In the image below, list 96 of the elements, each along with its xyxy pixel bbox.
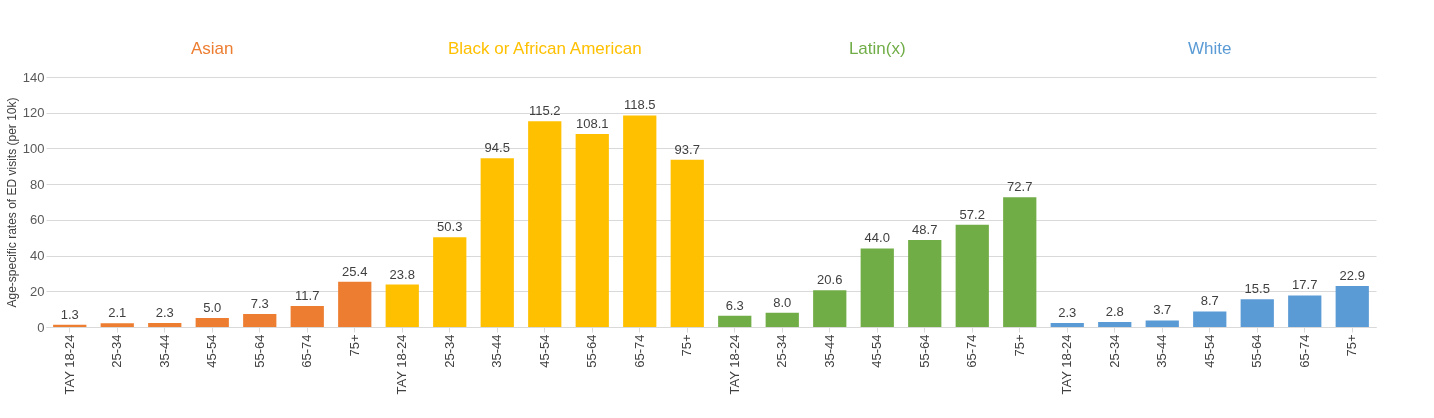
text: 11.7 bbox=[295, 288, 320, 304]
x-tick-label: 45-54 bbox=[536, 334, 552, 368]
bar bbox=[955, 224, 989, 327]
bar bbox=[718, 315, 752, 327]
text: 1.3 bbox=[60, 306, 79, 322]
bar bbox=[1003, 197, 1037, 327]
x-tick-label: TAY 18-24 bbox=[1059, 334, 1075, 395]
bar bbox=[1335, 286, 1369, 327]
x-tick-label: 25-34 bbox=[441, 334, 457, 368]
text: 72.7 bbox=[1007, 179, 1033, 195]
text: 5.0 bbox=[203, 300, 222, 316]
x-tick-label: 35-44 bbox=[489, 334, 505, 368]
bar bbox=[1193, 311, 1227, 327]
x-tick-label: 75+ bbox=[346, 334, 362, 357]
text: 23.8 bbox=[389, 266, 415, 282]
x-tick-label: 65-74 bbox=[299, 334, 315, 368]
bar bbox=[1240, 299, 1274, 327]
x-tick-label: 65-74 bbox=[964, 334, 980, 368]
text: Black or African American bbox=[447, 39, 642, 58]
text: 7.3 bbox=[250, 295, 269, 311]
text: 57.2 bbox=[959, 206, 985, 222]
bar bbox=[1098, 322, 1132, 327]
x-tick-label: 35-44 bbox=[821, 334, 837, 368]
y-tick-label: 100 bbox=[22, 140, 45, 156]
bar bbox=[100, 323, 134, 327]
bar bbox=[385, 284, 419, 327]
bar bbox=[480, 158, 514, 327]
bar bbox=[813, 290, 847, 327]
x-tick-label: 35-44 bbox=[156, 334, 172, 368]
x-tick-label: TAY 18-24 bbox=[61, 334, 77, 395]
text: 115.2 bbox=[528, 103, 561, 119]
text: 22.9 bbox=[1339, 268, 1365, 284]
x-tick-label: 75+ bbox=[1011, 334, 1027, 357]
text: 8.7 bbox=[1200, 293, 1219, 309]
bar bbox=[338, 281, 372, 327]
x-tick-label: 55-64 bbox=[584, 334, 600, 368]
text: 3.7 bbox=[1153, 302, 1172, 318]
x-tick-label: 65-74 bbox=[631, 334, 647, 368]
text: 15.5 bbox=[1244, 281, 1270, 297]
y-tick-label: 20 bbox=[30, 283, 45, 299]
x-tick-label: 65-74 bbox=[1296, 334, 1312, 368]
x-tick-label: 75+ bbox=[1344, 334, 1360, 357]
bar bbox=[1288, 295, 1322, 327]
x-tick-label: 75+ bbox=[679, 334, 695, 357]
bar bbox=[290, 306, 324, 327]
text: 2.1 bbox=[108, 305, 127, 321]
y-axis-title: Age-specific rates of ED visits (per 10k) bbox=[4, 97, 19, 308]
text: 2.3 bbox=[155, 304, 174, 320]
bar bbox=[528, 121, 562, 327]
text: 2.8 bbox=[1105, 304, 1124, 319]
text: 6.3 bbox=[725, 297, 744, 313]
bar bbox=[623, 115, 657, 327]
x-tick-label: 25-34 bbox=[774, 334, 790, 368]
text: 44.0 bbox=[864, 230, 890, 246]
y-tick-label: 140 bbox=[22, 69, 45, 85]
x-tick-label: 25-34 bbox=[1106, 334, 1122, 368]
text: 108.1 bbox=[575, 115, 609, 131]
y-tick-label: 60 bbox=[30, 212, 45, 228]
text: Latin(x) bbox=[848, 39, 906, 58]
x-tick-label: TAY 18-24 bbox=[394, 334, 410, 395]
bar bbox=[575, 133, 609, 327]
x-tick-label: 55-64 bbox=[251, 334, 267, 368]
bar bbox=[908, 240, 942, 327]
x-tick-label: 45-54 bbox=[204, 334, 220, 368]
y-tick-label: 40 bbox=[30, 248, 45, 264]
text: 118.5 bbox=[623, 97, 656, 113]
y-tick-label: 80 bbox=[30, 176, 45, 192]
text: 2.3 bbox=[1058, 304, 1077, 320]
x-tick-label: 55-64 bbox=[916, 334, 932, 368]
x-tick-label: 45-54 bbox=[869, 334, 885, 368]
x-tick-label: 25-34 bbox=[109, 334, 125, 368]
text: 93.7 bbox=[674, 141, 700, 157]
bar bbox=[1145, 320, 1179, 327]
bar bbox=[860, 248, 894, 327]
bar bbox=[195, 318, 229, 327]
text: White bbox=[1188, 39, 1232, 58]
text: Asian bbox=[190, 39, 234, 58]
bar bbox=[670, 159, 704, 327]
x-tick-label: 55-64 bbox=[1249, 334, 1265, 368]
x-tick-label: 35-44 bbox=[1154, 334, 1170, 368]
y-tick-label: 120 bbox=[22, 105, 45, 121]
text: 17.7 bbox=[1292, 277, 1318, 293]
text: 25.4 bbox=[342, 263, 368, 279]
bar bbox=[1050, 322, 1084, 327]
bar bbox=[243, 313, 277, 327]
x-tick-label: TAY 18-24 bbox=[726, 334, 742, 395]
x-tick-label: 45-54 bbox=[1201, 334, 1217, 368]
text: 20.6 bbox=[817, 272, 843, 288]
text: 50.3 bbox=[437, 219, 463, 235]
bar bbox=[765, 312, 799, 327]
y-tick-label: 0 bbox=[37, 319, 45, 335]
bar bbox=[433, 237, 467, 327]
bar bbox=[148, 322, 182, 327]
text: 94.5 bbox=[484, 140, 510, 156]
text: 48.7 bbox=[912, 222, 938, 238]
text: 8.0 bbox=[773, 294, 792, 310]
